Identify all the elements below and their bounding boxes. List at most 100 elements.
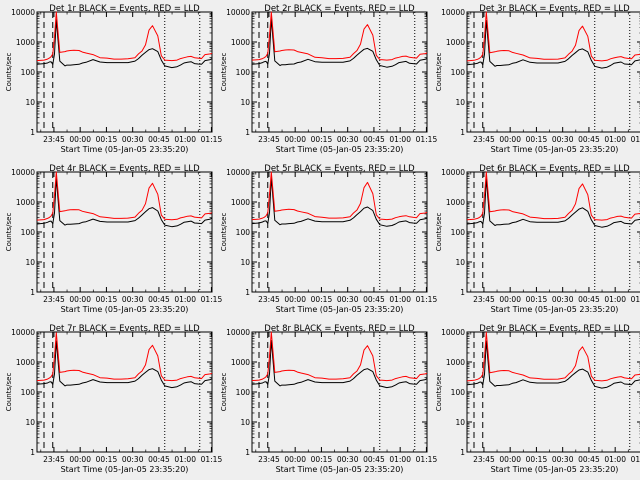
- x-tick-label: 00:30: [122, 295, 144, 304]
- x-axis-label: Start Time (05-Jan-05 23:35:20): [276, 305, 404, 314]
- y-axis-label: Counts/sec: [220, 213, 228, 252]
- x-tick-label: 23:45: [43, 135, 65, 144]
- y-axis-label: Counts/sec: [220, 53, 228, 92]
- y-axis-label: Counts/sec: [5, 373, 13, 412]
- y-tick-label: 10: [455, 418, 465, 427]
- x-tick-label: 00:00: [69, 135, 91, 144]
- x-tick-label: 00:00: [284, 135, 306, 144]
- y-tick-label: 1000: [446, 198, 465, 207]
- x-tick-label: 00:45: [578, 455, 600, 464]
- x-tick-label: 00:15: [311, 135, 333, 144]
- plot-frame: [251, 11, 428, 133]
- detector-panel: 1 10 100 1000 10000 23:45 00:00 00:15 00:30 00:45…: [5, 4, 222, 154]
- x-tick-label: 00:15: [311, 455, 333, 464]
- x-tick-label: 01:15: [631, 135, 640, 144]
- y-tick-label: 10: [25, 418, 35, 427]
- x-tick-label: 00:30: [337, 135, 359, 144]
- lld-series-line: [251, 331, 428, 382]
- x-tick-label: 00:15: [96, 135, 118, 144]
- events-series-line: [251, 18, 428, 68]
- y-tick-label: 1000: [231, 38, 250, 47]
- x-tick-label: 23:45: [43, 455, 65, 464]
- y-tick-label: 10: [240, 418, 250, 427]
- events-series-line: [251, 177, 428, 227]
- x-tick-label: 00:00: [499, 295, 521, 304]
- x-axis-label: Start Time (05-Jan-05 23:35:20): [61, 305, 189, 314]
- x-tick-label: 00:45: [148, 135, 170, 144]
- plot-frame: [36, 331, 213, 453]
- x-tick-label: 23:45: [473, 455, 495, 464]
- lld-series-line: [36, 332, 213, 382]
- y-tick-label: 100: [236, 388, 251, 397]
- y-tick-label: 10: [25, 258, 35, 267]
- y-tick-label: 100: [21, 68, 36, 77]
- panel-title: Det 2r BLACK = Events, RED = LLD: [264, 4, 415, 14]
- y-axis-label: Counts/sec: [5, 53, 13, 92]
- panel-title: Det 5r BLACK = Events, RED = LLD: [264, 164, 415, 174]
- lld-series-line: [466, 331, 640, 382]
- lld-series-line: [466, 171, 640, 221]
- x-tick-label: 01:00: [389, 455, 411, 464]
- x-tick-label: 00:00: [284, 455, 306, 464]
- x-tick-label: 00:45: [578, 295, 600, 304]
- x-tick-label: 23:45: [258, 295, 280, 304]
- events-series-line: [36, 340, 213, 389]
- x-tick-label: 00:30: [552, 135, 574, 144]
- y-tick-label: 1000: [446, 38, 465, 47]
- x-tick-label: 01:00: [174, 295, 196, 304]
- y-tick-label: 10: [455, 98, 465, 107]
- lld-series-line: [36, 171, 213, 221]
- x-axis-label: Start Time (05-Jan-05 23:35:20): [276, 145, 404, 154]
- events-series-line: [36, 19, 213, 69]
- plot-frame: [466, 171, 640, 293]
- x-tick-label: 00:45: [363, 455, 385, 464]
- plot-frame: [36, 11, 213, 133]
- events-series-line: [466, 178, 640, 228]
- y-tick-label: 100: [21, 388, 36, 397]
- y-tick-label: 100: [451, 68, 466, 77]
- x-tick-label: 01:00: [174, 455, 196, 464]
- lld-series-line: [466, 11, 640, 62]
- y-tick-label: 10: [240, 98, 250, 107]
- x-axis-label: Start Time (05-Jan-05 23:35:20): [491, 145, 619, 154]
- y-tick-label: 10000: [441, 8, 465, 17]
- x-tick-label: 23:45: [473, 295, 495, 304]
- events-series-line: [466, 20, 640, 69]
- x-tick-label: 00:30: [337, 295, 359, 304]
- y-tick-label: 100: [236, 228, 251, 237]
- x-tick-label: 01:00: [604, 455, 626, 464]
- plot-frame: [251, 171, 428, 293]
- y-tick-label: 10000: [11, 168, 35, 177]
- x-tick-label: 00:30: [122, 455, 144, 464]
- y-tick-label: 100: [451, 228, 466, 237]
- panel-title: Det 3r BLACK = Events, RED = LLD: [479, 4, 630, 14]
- panel-title: Det 7r BLACK = Events, RED = LLD: [49, 324, 200, 334]
- x-tick-label: 00:45: [148, 455, 170, 464]
- x-tick-label: 01:15: [631, 295, 640, 304]
- x-tick-label: 01:00: [604, 295, 626, 304]
- x-tick-label: 01:15: [416, 295, 438, 304]
- y-tick-label: 1000: [231, 198, 250, 207]
- y-tick-label: 1000: [16, 38, 35, 47]
- detector-panel: 1 10 100 1000 10000 23:45 00:00 00:15 00:30 00:45…: [435, 324, 640, 474]
- y-tick-label: 100: [21, 228, 36, 237]
- x-tick-label: 00:15: [311, 295, 333, 304]
- y-tick-label: 10000: [226, 328, 250, 337]
- plot-frame: [466, 331, 640, 453]
- x-tick-label: 00:00: [69, 455, 91, 464]
- y-tick-label: 10000: [226, 8, 250, 17]
- x-axis-label: Start Time (05-Jan-05 23:35:20): [491, 465, 619, 474]
- x-tick-label: 00:15: [526, 135, 548, 144]
- detector-panel: 1 10 100 1000 10000 23:45 00:00 00:15 00:30 00:45…: [5, 324, 222, 474]
- x-tick-label: 00:30: [122, 135, 144, 144]
- y-tick-label: 10: [240, 258, 250, 267]
- y-tick-label: 100: [451, 388, 466, 397]
- x-tick-label: 00:45: [578, 135, 600, 144]
- y-axis-label: Counts/sec: [220, 373, 228, 412]
- x-tick-label: 00:30: [552, 295, 574, 304]
- x-tick-label: 01:00: [604, 135, 626, 144]
- y-tick-label: 10000: [11, 8, 35, 17]
- y-tick-label: 1000: [16, 198, 35, 207]
- x-tick-label: 01:15: [631, 455, 640, 464]
- y-tick-label: 10000: [441, 168, 465, 177]
